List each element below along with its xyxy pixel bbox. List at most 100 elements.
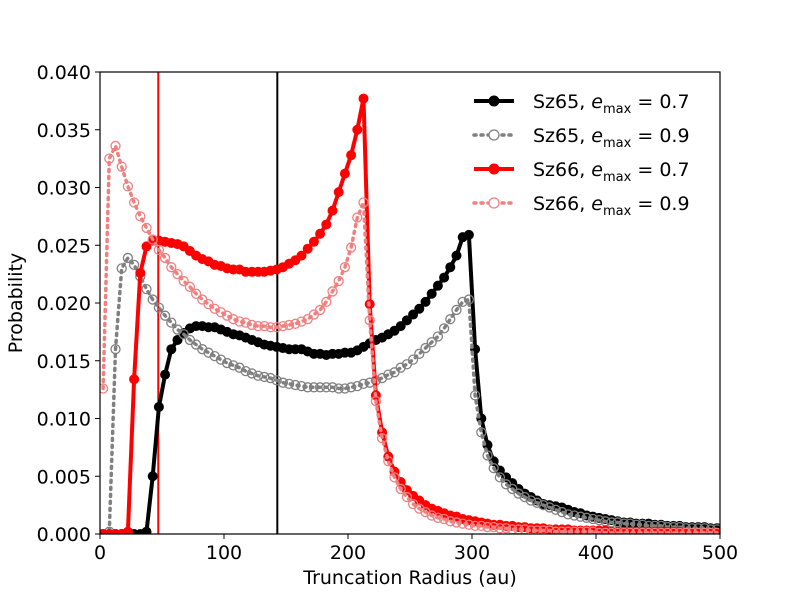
data-point: [408, 309, 419, 320]
legend-item-2: Sz65, emax = 0.9: [472, 125, 690, 151]
legend-swatch-marker: [488, 129, 500, 141]
data-point: [519, 491, 530, 503]
data-point: [277, 320, 289, 332]
series-4: [100, 140, 720, 534]
data-point: [593, 527, 605, 534]
data-point: [445, 262, 456, 273]
data-point: [562, 526, 574, 534]
data-point: [674, 527, 685, 534]
data-point: [228, 360, 239, 371]
series-line-2: [101, 256, 719, 534]
legend-label: Sz66, emax = 0.9: [533, 193, 690, 219]
data-point: [426, 337, 437, 348]
data-point: [166, 317, 177, 328]
legend-swatch-marker: [488, 95, 500, 107]
data-point: [153, 401, 164, 412]
data-point: [240, 365, 251, 377]
data-point: [482, 521, 493, 533]
data-point: [711, 527, 720, 534]
data-point: [203, 347, 214, 358]
data-point: [265, 322, 276, 333]
data-point: [531, 497, 543, 508]
data-point: [141, 241, 152, 252]
y-tick-label: 0.010: [37, 409, 91, 431]
data-point: [600, 527, 611, 534]
data-point: [395, 362, 406, 373]
data-point: [544, 525, 555, 534]
data-point: [147, 294, 158, 305]
data-point: [172, 334, 183, 345]
data-point: [370, 396, 382, 407]
data-point: [333, 383, 344, 394]
x-tick-label: 100: [206, 542, 242, 564]
data-point: [581, 526, 592, 534]
data-point: [513, 488, 524, 499]
data-point: [296, 381, 307, 392]
data-point: [364, 315, 375, 326]
data-point: [686, 527, 698, 534]
data-point: [445, 516, 456, 527]
data-point: [439, 272, 450, 283]
data-point: [240, 317, 251, 328]
data-point: [414, 348, 425, 359]
data-point: [401, 315, 412, 326]
y-tick-label: 0.005: [37, 466, 91, 488]
y-tick-label: 0.035: [37, 120, 91, 142]
x-tick-label: 300: [454, 542, 490, 564]
data-point: [606, 527, 617, 534]
data-point: [432, 331, 444, 342]
data-point: [215, 307, 227, 318]
data-point: [327, 286, 338, 297]
y-tick-label: 0.025: [37, 235, 91, 257]
data-point: [234, 316, 245, 327]
data-point: [488, 521, 499, 533]
data-point: [321, 382, 332, 393]
data-point: [525, 525, 537, 534]
x-tick-label: 0: [94, 542, 106, 564]
data-point: [668, 527, 679, 534]
data-point: [178, 329, 189, 340]
data-point: [141, 526, 152, 534]
plot-area: [100, 72, 720, 534]
data-point: [160, 369, 171, 380]
legend-swatch-marker: [488, 197, 500, 209]
data-point: [395, 321, 406, 332]
data-point: [290, 318, 301, 329]
data-point: [556, 506, 568, 518]
data-point: [352, 124, 363, 135]
data-point: [308, 236, 319, 247]
data-point: [680, 527, 692, 534]
data-point: [575, 511, 586, 522]
data-point: [643, 527, 654, 534]
data-point: [575, 526, 586, 534]
data-point: [420, 342, 431, 354]
data-point: [197, 344, 208, 355]
data-point: [147, 234, 158, 245]
x-tick-label: 500: [702, 542, 738, 564]
x-tick-label: 400: [578, 542, 614, 564]
data-point: [116, 161, 127, 172]
data-point: [345, 382, 357, 393]
data-point: [389, 472, 400, 483]
data-point: [259, 320, 270, 332]
data-point: [457, 518, 468, 529]
data-point: [314, 304, 326, 316]
data-point: [346, 150, 357, 161]
data-point: [190, 288, 202, 299]
data-point: [525, 495, 537, 506]
data-point: [463, 229, 474, 240]
data-point: [426, 510, 437, 521]
data-point: [333, 275, 344, 287]
data-point: [395, 483, 406, 495]
data-point: [438, 513, 450, 525]
data-point: [271, 375, 282, 386]
legend-item-3: Sz66, emax = 0.7: [474, 159, 690, 185]
series-3: [100, 93, 720, 534]
data-point: [141, 283, 152, 295]
data-point: [296, 250, 307, 261]
legend-swatch-marker: [488, 163, 500, 175]
data-point: [259, 371, 270, 383]
data-point: [420, 506, 431, 518]
data-point: [476, 520, 487, 532]
data-point: [457, 296, 468, 308]
